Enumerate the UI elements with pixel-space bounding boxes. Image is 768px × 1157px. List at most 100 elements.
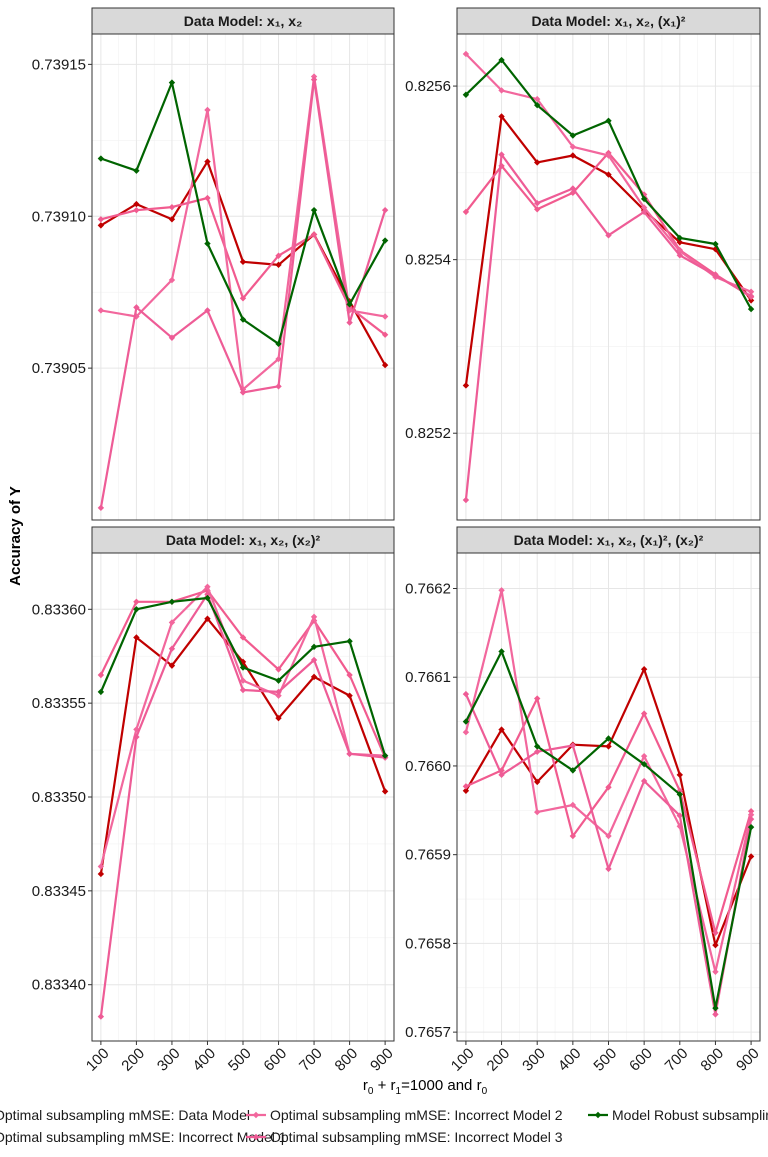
- data-point: [534, 743, 541, 750]
- data-point: [498, 587, 505, 594]
- data-point: [534, 695, 541, 702]
- data-point: [204, 615, 211, 622]
- legend-label: Optimal subsampling mMSE: Incorrect Mode…: [270, 1129, 563, 1145]
- y-tick-label: 0.73910: [32, 208, 86, 225]
- data-point: [239, 389, 247, 396]
- data-point: [534, 748, 541, 755]
- data-point: [97, 307, 105, 314]
- facet-strip: [91, 7, 395, 35]
- data-point: [204, 307, 211, 314]
- facet-panel-1: Data Model: x₁, x₂ 0.73905 0.73910 0.73915: [32, 7, 395, 521]
- facet-panels: Data Model: x₁, x₂0.739050.739100.73915D…: [32, 7, 761, 1045]
- data-point: [569, 832, 577, 840]
- data-point: [712, 1004, 719, 1012]
- data-point: [462, 496, 470, 504]
- data-point: [97, 863, 105, 870]
- y-tick-label: 0.73915: [32, 56, 86, 73]
- data-point: [310, 231, 318, 238]
- legend-item: Optimal subsampling mMSE: Incorrect Mode…: [246, 1107, 563, 1123]
- legend-label: Model Robust subsampling: [612, 1107, 768, 1123]
- data-point: [239, 258, 247, 266]
- data-point: [640, 208, 648, 216]
- y-tick-label: 0.83350: [32, 789, 86, 806]
- data-point: [381, 313, 389, 320]
- legend-key-point: [594, 1111, 602, 1119]
- panel-border: [456, 552, 761, 1042]
- data-point: [747, 288, 755, 295]
- legend-label: Optimal subsampling mMSE: Data Model: [0, 1107, 250, 1123]
- data-point: [381, 206, 389, 214]
- data-point: [275, 677, 282, 684]
- data-point: [133, 733, 140, 741]
- data-point: [133, 606, 140, 613]
- data-point: [168, 79, 176, 86]
- data-point: [381, 237, 389, 244]
- data-point: [534, 95, 541, 103]
- facet-panel-3: Data Model: x₁, x₂, (x₂)² 0.83340 0.83345 0…: [32, 526, 395, 1045]
- data-point: [462, 50, 470, 58]
- data-point: [605, 832, 612, 840]
- data-point: [239, 634, 247, 641]
- data-point: [747, 811, 755, 818]
- data-point: [569, 143, 577, 151]
- data-point: [605, 232, 612, 239]
- data-point: [239, 677, 247, 684]
- data-point: [97, 1013, 105, 1020]
- data-point: [569, 767, 577, 774]
- legend-label: Optimal subsampling mMSE: Incorrect Mode…: [0, 1129, 287, 1145]
- data-point: [346, 301, 353, 308]
- legend-item: Model Robust subsampling: [588, 1107, 768, 1123]
- data-point: [462, 382, 470, 389]
- facet-strip: [456, 526, 761, 554]
- panel-border: [91, 33, 395, 521]
- panel-border: [91, 552, 395, 1042]
- data-point: [97, 688, 105, 696]
- data-point: [534, 101, 541, 109]
- data-point: [97, 504, 105, 512]
- data-point: [168, 216, 176, 223]
- data-point: [498, 726, 505, 733]
- data-point: [569, 801, 577, 809]
- data-point: [605, 865, 612, 873]
- data-point: [97, 671, 105, 679]
- data-point: [640, 666, 648, 673]
- data-point: [569, 742, 577, 749]
- data-point: [204, 240, 211, 247]
- data-point: [712, 929, 719, 936]
- y-tick-label: 0.7659: [405, 847, 451, 864]
- data-point: [133, 167, 140, 174]
- data-point: [204, 194, 211, 202]
- data-point: [275, 666, 282, 673]
- y-tick-label: 0.8254: [405, 252, 451, 269]
- data-point: [310, 656, 318, 664]
- data-point: [275, 355, 282, 363]
- data-point: [239, 316, 247, 323]
- y-tick-label: 0.8256: [405, 78, 451, 95]
- data-point: [204, 158, 211, 165]
- facet-title: Data Model: x₁, x₂, (x₁)²: [532, 13, 686, 29]
- y-tick-label: 0.7657: [405, 1024, 451, 1041]
- data-point: [346, 638, 353, 645]
- data-point: [133, 200, 140, 208]
- data-point: [97, 216, 105, 223]
- data-point: [712, 1011, 719, 1018]
- data-point: [346, 750, 353, 758]
- y-tick-label: 0.83345: [32, 883, 86, 900]
- legend-key-point: [252, 1111, 260, 1119]
- y-tick-label: 0.7658: [405, 935, 451, 952]
- data-point: [97, 222, 105, 229]
- data-point: [498, 113, 505, 120]
- data-point: [275, 252, 282, 259]
- data-point: [204, 583, 211, 590]
- data-point: [676, 787, 683, 794]
- data-point: [498, 56, 505, 64]
- data-point: [204, 591, 211, 598]
- data-point: [133, 598, 140, 605]
- y-tick-label: 0.73905: [32, 360, 86, 377]
- data-point: [275, 714, 282, 722]
- data-point: [346, 671, 353, 679]
- data-point: [605, 735, 612, 742]
- data-point: [275, 688, 282, 696]
- data-point: [462, 787, 470, 794]
